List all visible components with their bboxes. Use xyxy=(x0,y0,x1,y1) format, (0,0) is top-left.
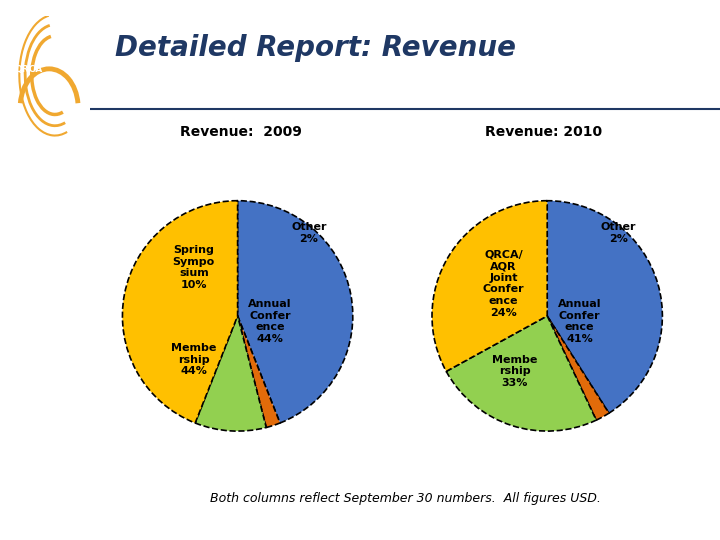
Text: Other
2%: Other 2% xyxy=(292,222,327,244)
Wedge shape xyxy=(547,316,609,420)
Text: Revenue:  2009: Revenue: 2009 xyxy=(180,125,302,139)
Text: QRCA: QRCA xyxy=(14,65,42,74)
Text: Both columns reflect September 30 numbers.  All figures USD.: Both columns reflect September 30 number… xyxy=(210,492,600,505)
Wedge shape xyxy=(238,201,353,423)
Wedge shape xyxy=(547,201,662,413)
Text: Membe
rship
44%: Membe rship 44% xyxy=(171,343,217,376)
Text: Membe
rship
33%: Membe rship 33% xyxy=(492,355,538,388)
Text: Annual
Confer
ence
44%: Annual Confer ence 44% xyxy=(248,299,292,344)
Text: QRCA/
AQR
Joint
Confer
ence
24%: QRCA/ AQR Joint Confer ence 24% xyxy=(482,249,524,318)
Text: QUALITATIVE RESEARCH: QUALITATIVE RESEARCH xyxy=(22,146,68,150)
Text: Other
2%: Other 2% xyxy=(601,222,636,244)
Wedge shape xyxy=(446,316,596,431)
Text: CONSULTORES ASSOCIATION: CONSULTORES ASSOCIATION xyxy=(17,153,73,157)
Text: Revenue: 2010: Revenue: 2010 xyxy=(485,125,602,139)
Wedge shape xyxy=(432,201,547,372)
Text: Detailed Report: Revenue: Detailed Report: Revenue xyxy=(115,33,516,62)
Wedge shape xyxy=(122,201,238,423)
Text: Spring
Sympo
sium
10%: Spring Sympo sium 10% xyxy=(173,245,215,290)
Wedge shape xyxy=(238,316,280,428)
Text: Annual
Confer
ence
41%: Annual Confer ence 41% xyxy=(558,299,601,344)
Wedge shape xyxy=(195,316,266,431)
